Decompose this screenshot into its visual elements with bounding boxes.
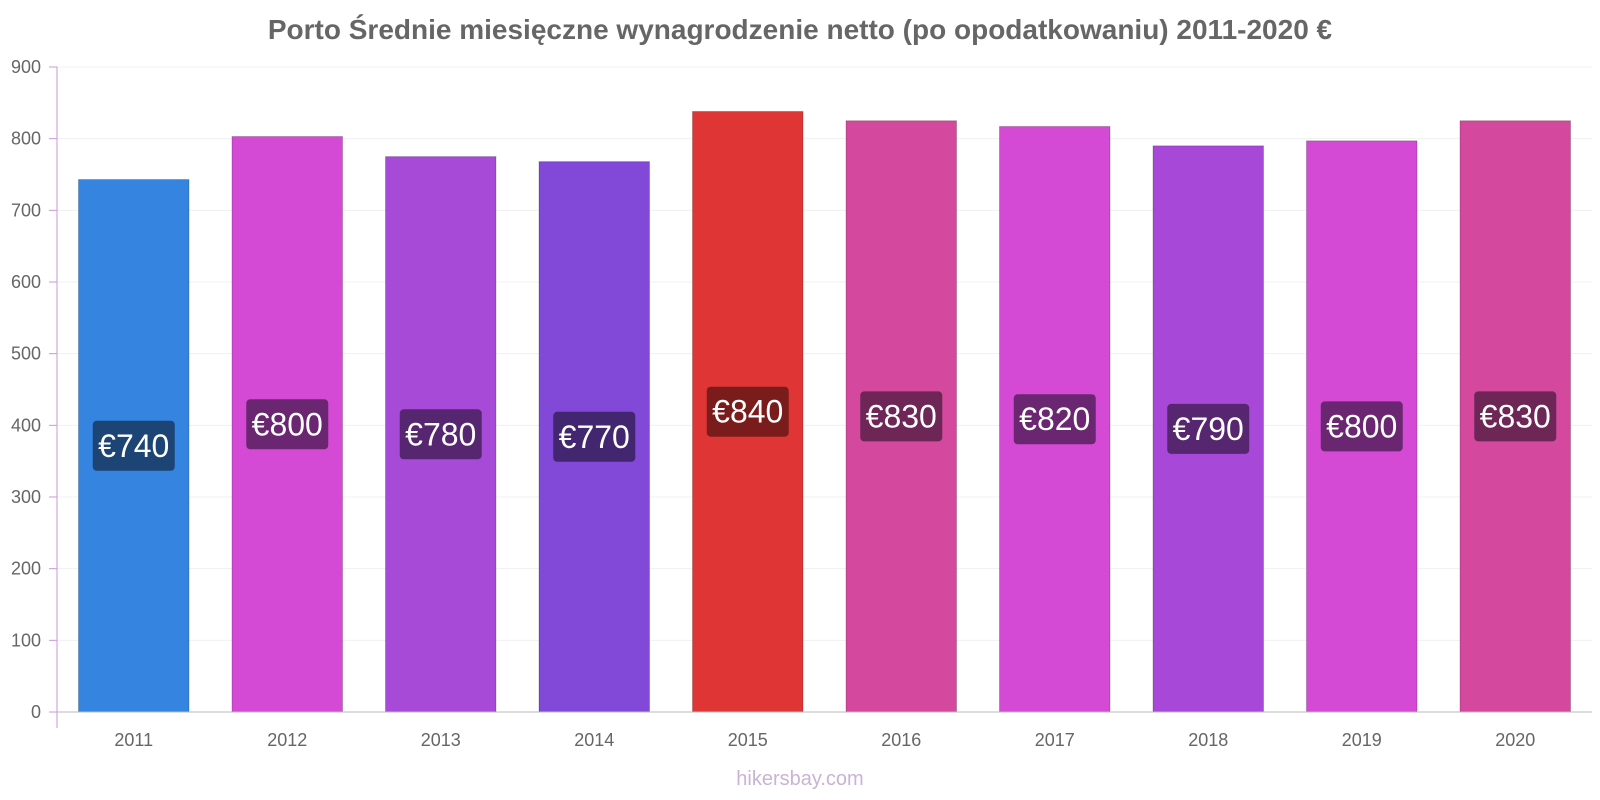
x-tick-label: 2015 bbox=[728, 730, 768, 750]
data-label-box bbox=[860, 391, 943, 442]
x-tick-label: 2020 bbox=[1495, 730, 1535, 750]
y-tick-label: 800 bbox=[11, 129, 41, 149]
data-label: €800 bbox=[252, 406, 323, 442]
data-label: €820 bbox=[1019, 401, 1090, 437]
data-label-box bbox=[706, 386, 789, 437]
data-label-box bbox=[1474, 391, 1557, 442]
x-tick-label: 2011 bbox=[114, 730, 153, 750]
y-tick-label: 300 bbox=[11, 487, 41, 507]
y-axis-ticks: 0 100 200 300 400 500 600 700 800 900 bbox=[11, 57, 57, 722]
data-label-box bbox=[1320, 401, 1403, 452]
x-tick-label: 2016 bbox=[881, 730, 921, 750]
data-label-box bbox=[1013, 394, 1096, 445]
x-tick-label: 2019 bbox=[1342, 730, 1382, 750]
watermark: hikersbay.com bbox=[736, 768, 864, 790]
x-tick-label: 2012 bbox=[267, 730, 307, 750]
chart-title: Porto Średnie miesięczne wynagrodzenie n… bbox=[267, 14, 1333, 45]
x-tick-label: 2014 bbox=[574, 730, 614, 750]
data-label: €740 bbox=[98, 428, 169, 464]
data-label-box bbox=[1167, 403, 1250, 454]
y-tick-label: 400 bbox=[11, 415, 41, 435]
data-labels: €740 €800 €780 €770 €840 €830 €820 €790 €800 €830 bbox=[92, 386, 1557, 471]
data-label: €780 bbox=[405, 416, 476, 452]
y-tick-label: 0 bbox=[31, 702, 41, 722]
x-tick-label: 2018 bbox=[1188, 730, 1228, 750]
data-label-box bbox=[399, 409, 482, 460]
data-label: €800 bbox=[1326, 408, 1397, 444]
data-label: €770 bbox=[559, 419, 630, 455]
y-tick-label: 100 bbox=[11, 630, 41, 650]
data-label-box bbox=[553, 411, 636, 462]
y-tick-label: 900 bbox=[11, 57, 41, 77]
x-tick-label: 2013 bbox=[421, 730, 461, 750]
data-label: €830 bbox=[1480, 398, 1551, 434]
data-label: €830 bbox=[866, 398, 937, 434]
data-label-box bbox=[246, 399, 329, 450]
data-label: €840 bbox=[712, 394, 783, 430]
data-label-box bbox=[92, 420, 175, 471]
y-tick-label: 700 bbox=[11, 200, 41, 220]
y-tick-label: 500 bbox=[11, 344, 41, 364]
y-tick-label: 200 bbox=[11, 559, 41, 579]
data-label: €790 bbox=[1173, 411, 1244, 447]
x-axis-ticks: 2011 2012 2013 2014 2015 2016 2017 2018 2019 2020 bbox=[114, 730, 1535, 750]
y-tick-label: 600 bbox=[11, 272, 41, 292]
x-tick-label: 2017 bbox=[1035, 730, 1075, 750]
